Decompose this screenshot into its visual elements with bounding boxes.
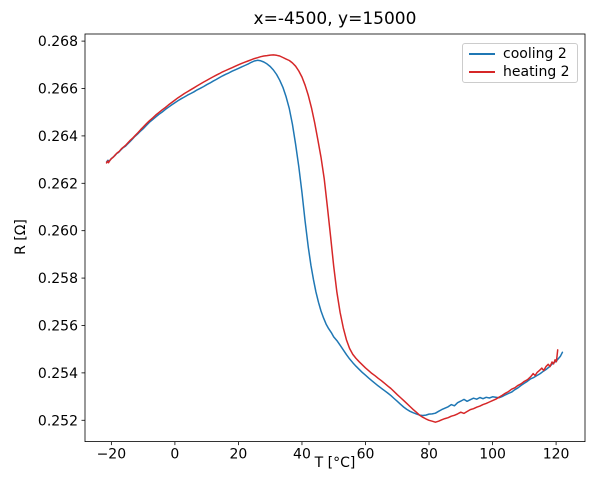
legend: cooling 2 heating 2 xyxy=(462,43,578,83)
x-tick-label: 80 xyxy=(420,447,438,463)
y-tick-label: 0.254 xyxy=(38,366,78,382)
x-tick-label: −20 xyxy=(97,447,127,463)
y-axis-label: R [Ω] xyxy=(13,219,29,255)
y-tick-label: 0.256 xyxy=(38,318,78,334)
y-tick-label: 0.266 xyxy=(38,82,78,98)
legend-label: cooling 2 xyxy=(503,45,567,62)
legend-label: heating 2 xyxy=(503,64,570,81)
series-line-heating-2 xyxy=(105,54,559,423)
x-tick-label: 0 xyxy=(170,447,179,463)
x-tick-label: 120 xyxy=(543,447,570,463)
y-tick-label: 0.268 xyxy=(38,34,78,50)
y-tick-label: 0.258 xyxy=(38,271,78,287)
x-tick-label: 60 xyxy=(357,447,375,463)
y-tick-label: 0.264 xyxy=(38,129,78,145)
x-axis-label: T [°C] xyxy=(314,455,356,471)
series-line-cooling-2 xyxy=(105,59,564,417)
axes-frame xyxy=(84,33,586,443)
legend-line-swatch xyxy=(469,71,495,74)
legend-line-swatch xyxy=(469,52,495,55)
chart-title: x=-4500, y=15000 xyxy=(253,9,417,29)
y-tick-label: 0.260 xyxy=(38,224,78,240)
y-tick-label: 0.252 xyxy=(38,413,78,429)
legend-item: heating 2 xyxy=(469,63,571,81)
y-tick-label: 0.262 xyxy=(38,176,78,192)
x-tick-label: 20 xyxy=(230,447,248,463)
legend-item: cooling 2 xyxy=(469,45,571,63)
x-tick-label: 100 xyxy=(479,447,506,463)
x-tick-label: 40 xyxy=(293,447,311,463)
